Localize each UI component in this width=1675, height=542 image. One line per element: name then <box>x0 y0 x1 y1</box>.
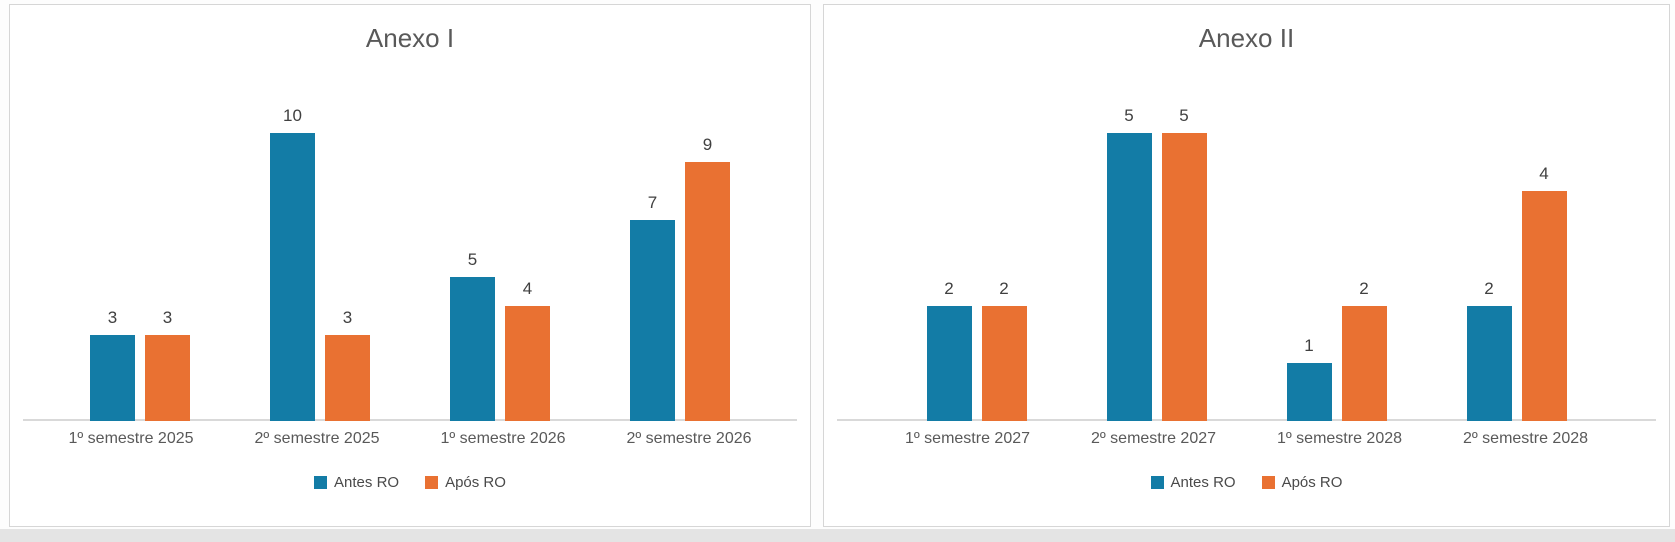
bar-value-label: 9 <box>702 135 713 154</box>
bar-antes-ro <box>270 133 315 421</box>
legend-label: Antes RO <box>334 474 400 491</box>
category-label: 2º semestre 2028 <box>1462 430 1589 447</box>
bar-wrap-antes-ro: 2 <box>1466 279 1512 421</box>
bar-antes-ro <box>1286 363 1332 421</box>
bar-antes-ro <box>1106 133 1152 421</box>
bar-ap-s-ro <box>1341 306 1387 421</box>
bar-ap-s-ro <box>1521 191 1567 421</box>
category-label: 1º semestre 2026 <box>440 430 566 447</box>
background-strip <box>0 529 1675 542</box>
bar-value-label: 10 <box>283 106 302 125</box>
bar-value-label: 2 <box>944 279 954 298</box>
plot-area: 3 3 10 3 5 4 7 9 <box>10 76 810 421</box>
bar-value-label: 5 <box>1124 106 1134 125</box>
legend-swatch-icon <box>314 476 328 489</box>
bar-antes-ro <box>1466 306 1512 421</box>
bar-ap-s-ro <box>145 335 190 421</box>
chart-panel-anexo-1: Anexo I 3 3 10 3 5 4 7 9 1º semestre 2025 2º sem… <box>9 4 811 527</box>
category-label: 1º semestre 2025 <box>68 430 194 447</box>
bar-value-label: 3 <box>162 308 173 327</box>
category-group: 10 3 <box>230 76 410 421</box>
bar-wrap-ap-s-ro: 2 <box>1341 279 1387 421</box>
category-axis-labels: 1º semestre 2027 2º semestre 2027 1º semes… <box>875 430 1619 448</box>
legend-item-antes-ro: Antes RO <box>314 474 399 491</box>
bar-value-label: 4 <box>1539 164 1549 183</box>
category-label: 1º semestre 2028 <box>1276 430 1403 447</box>
legend-swatch-icon <box>1150 476 1164 489</box>
bar-value-label: 3 <box>107 308 118 327</box>
bar-antes-ro <box>630 220 675 421</box>
legend-label: Após RO <box>445 474 506 491</box>
bar-value-label: 2 <box>999 279 1009 298</box>
bar-wrap-antes-ro: 5 <box>450 250 495 421</box>
bar-antes-ro <box>926 306 972 421</box>
chart-legend: Antes RO Após RO <box>10 474 810 491</box>
bar-ap-s-ro <box>685 162 730 421</box>
legend-swatch-icon <box>425 476 439 489</box>
category-label: 2º semestre 2026 <box>626 430 752 447</box>
legend-swatch-icon <box>1261 476 1275 489</box>
bar-wrap-antes-ro: 3 <box>90 308 135 421</box>
legend-item-ap-s-ro: Após RO <box>1261 474 1343 491</box>
bar-value-label: 2 <box>1484 279 1494 298</box>
bar-wrap-ap-s-ro: 2 <box>981 279 1027 421</box>
legend-item-antes-ro: Antes RO <box>1150 474 1236 491</box>
bar-value-label: 5 <box>1179 106 1189 125</box>
x-axis-line <box>837 419 1656 421</box>
bar-ap-s-ro <box>1161 133 1207 421</box>
bar-wrap-ap-s-ro: 9 <box>685 135 730 421</box>
legend-label: Após RO <box>1281 474 1343 491</box>
bar-wrap-antes-ro: 2 <box>926 279 972 421</box>
bar-wrap-antes-ro: 10 <box>270 106 315 421</box>
bar-antes-ro <box>450 277 495 421</box>
bar-wrap-ap-s-ro: 5 <box>1161 106 1207 421</box>
bar-ap-s-ro <box>325 335 370 421</box>
category-label: 2º semestre 2025 <box>254 430 380 447</box>
bar-ap-s-ro <box>981 306 1027 421</box>
bar-value-label: 1 <box>1304 336 1314 355</box>
bar-wrap-ap-s-ro: 4 <box>1521 164 1567 421</box>
bar-groups: 3 3 10 3 5 4 7 9 <box>50 76 770 421</box>
bar-wrap-ap-s-ro: 3 <box>145 308 190 421</box>
x-axis-line <box>23 419 797 421</box>
chart-legend: Antes RO Após RO <box>824 474 1669 491</box>
category-label: 1º semestre 2027 <box>904 430 1031 447</box>
bar-wrap-ap-s-ro: 4 <box>505 279 550 421</box>
category-label: 2º semestre 2027 <box>1090 430 1217 447</box>
bar-wrap-antes-ro: 1 <box>1286 336 1332 421</box>
bar-wrap-antes-ro: 7 <box>630 193 675 421</box>
charts-row: Anexo I 3 3 10 3 5 4 7 9 1º semestre 2025 2º sem… <box>9 4 1670 527</box>
legend-item-ap-s-ro: Após RO <box>425 474 506 491</box>
bar-antes-ro <box>90 335 135 421</box>
bar-value-label: 4 <box>522 279 533 298</box>
bar-value-label: 3 <box>342 308 353 327</box>
bar-ap-s-ro <box>505 306 550 421</box>
bar-value-label: 2 <box>1359 279 1369 298</box>
chart-title: Anexo II <box>1198 23 1295 53</box>
bar-value-label: 5 <box>467 250 478 269</box>
category-axis-labels: 1º semestre 2025 2º semestre 2025 1º semes… <box>38 430 782 448</box>
bar-wrap-antes-ro: 5 <box>1106 106 1152 421</box>
chart-title: Anexo I <box>365 23 455 53</box>
legend-label: Antes RO <box>1170 474 1236 491</box>
bar-value-label: 7 <box>647 193 658 212</box>
bar-wrap-ap-s-ro: 3 <box>325 308 370 421</box>
